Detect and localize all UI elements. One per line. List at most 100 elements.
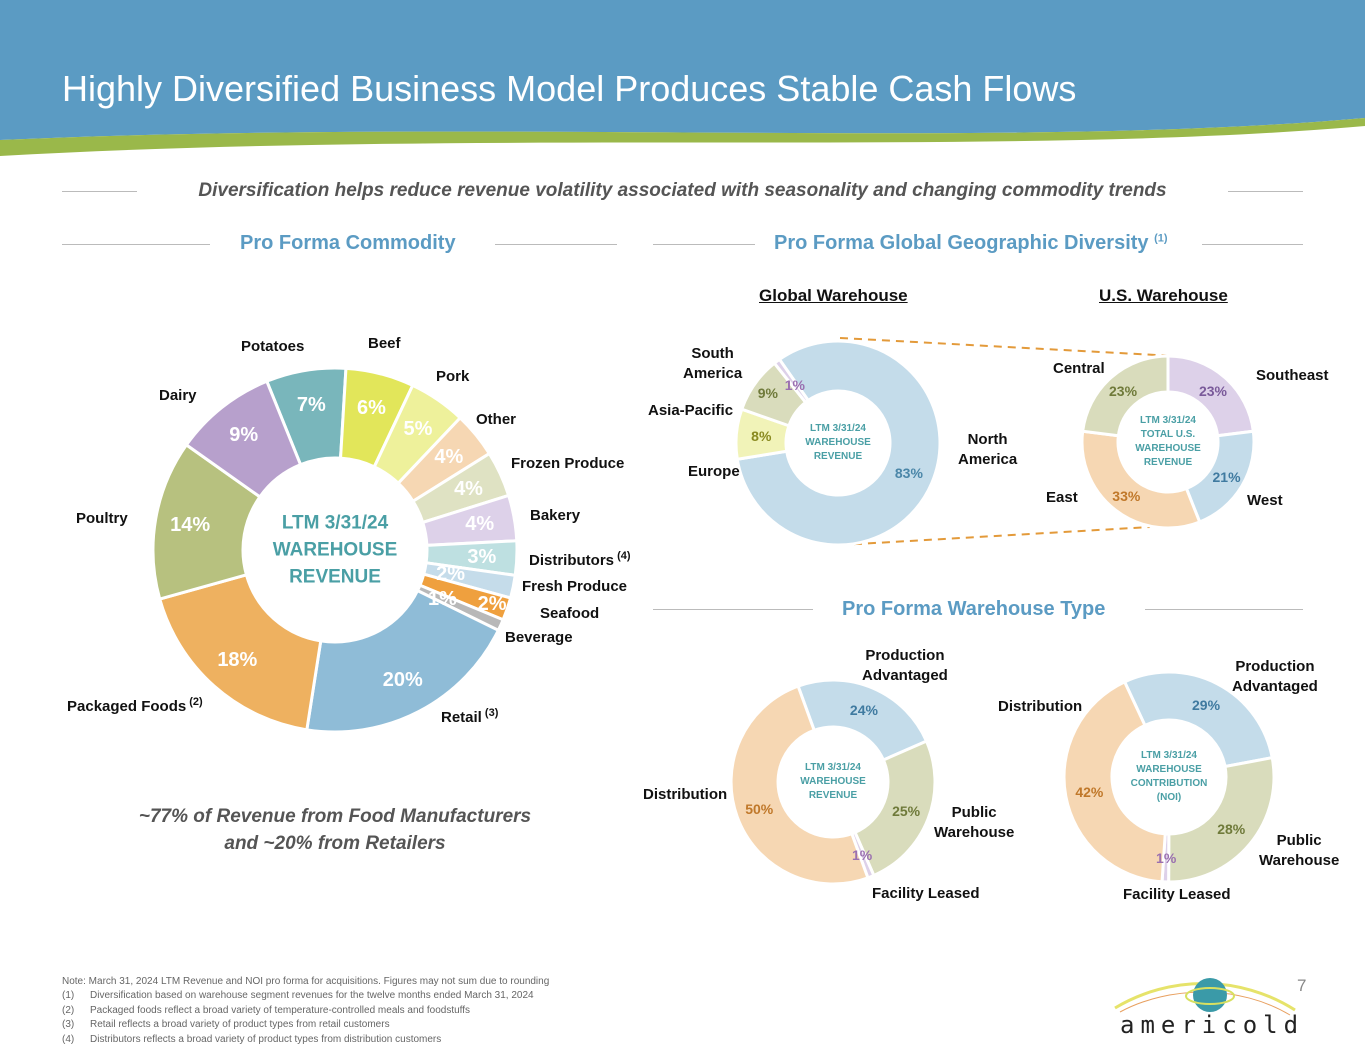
divider xyxy=(1228,191,1303,192)
slice-value-label: 1% xyxy=(1156,849,1177,866)
donut-center-label: LTM 3/31/24 WAREHOUSE REVENUE xyxy=(800,762,866,801)
slice-value-label: 23% xyxy=(1198,382,1227,399)
page-number: 7 xyxy=(1297,976,1307,995)
footnote-text: Retail reflects a broad variety of produ… xyxy=(90,1019,390,1031)
category-label: Public Warehouse xyxy=(934,804,1015,841)
slice-north-america xyxy=(735,339,942,547)
category-label: Bakery xyxy=(530,507,581,524)
category-label: Retail (3) xyxy=(441,707,499,726)
footnote: (1) Diversification based on warehouse se… xyxy=(62,989,549,1003)
category-label: Beverage xyxy=(505,629,573,646)
subtitle: Diversification helps reduce revenue vol… xyxy=(198,180,1167,201)
category-label: Poultry xyxy=(76,510,128,527)
footnote-number: (2) xyxy=(62,1004,75,1016)
footnote-marker: (1) xyxy=(1154,232,1168,245)
slice-value-label: 4% xyxy=(454,477,483,500)
category-label: Southeast xyxy=(1256,367,1329,384)
slice-value-label: 9% xyxy=(757,385,779,402)
category-label: Production Advantaged xyxy=(1232,658,1318,695)
footnote-text: Diversification based on warehouse segme… xyxy=(90,990,534,1002)
slice-value-label: 21% xyxy=(1212,468,1241,485)
section-title-geo-text: Pro Forma Global Geographic Diversity xyxy=(774,232,1149,254)
slice-value-label: 25% xyxy=(892,802,921,819)
donut-center-label: LTM 3/31/24 WAREHOUSE CONTRIBUTION (NOI) xyxy=(1130,750,1208,803)
slice-distribution xyxy=(1062,679,1167,884)
slice-value-label: 50% xyxy=(745,800,774,817)
footnote: (3) Retail reflects a broad variety of pr… xyxy=(62,1018,549,1032)
category-label: Central xyxy=(1053,360,1105,377)
footnote-number: (3) xyxy=(62,1019,75,1031)
donut-center-label: LTM 3/31/24 WAREHOUSE REVENUE xyxy=(272,512,398,588)
divider xyxy=(1145,609,1303,610)
divider xyxy=(653,609,813,610)
slice-production-advantaged xyxy=(1122,670,1274,769)
callout: ~77% of Revenue from Food Manufacturers a… xyxy=(100,803,570,857)
slice-value-label: 7% xyxy=(296,393,326,416)
donut-center-label: LTM 3/31/24 TOTAL U.S. WAREHOUSE REVENUE xyxy=(1135,415,1201,468)
slice-public-warehouse xyxy=(1167,755,1276,884)
americold-logo: americold xyxy=(1114,978,1304,1039)
category-label: Public Warehouse xyxy=(1259,832,1340,869)
category-label: Distribution xyxy=(643,786,728,803)
slice-value-label: 2% xyxy=(477,592,507,615)
footnote: (4) Distributors reflects a broad variety… xyxy=(62,1033,549,1047)
category-label: West xyxy=(1247,492,1283,509)
subhead-us: U.S. Warehouse xyxy=(1099,286,1228,305)
slice-production-advantaged xyxy=(796,678,929,762)
slice-south-america xyxy=(772,357,811,405)
divider xyxy=(62,191,137,192)
slice-east xyxy=(1080,429,1202,530)
footnote-text: Packaged foods reflect a broad variety o… xyxy=(90,1004,471,1016)
slice-value-label: 42% xyxy=(1075,783,1104,800)
slice-central xyxy=(1081,354,1170,438)
footnote: (2) Packaged foods reflect a broad variet… xyxy=(62,1004,549,1018)
footnote-text: Distributors reflects a broad variety of… xyxy=(90,1033,442,1045)
subhead-global: Global Warehouse xyxy=(759,286,908,305)
slice-value-label: 4% xyxy=(465,513,495,535)
slice-value-label: 5% xyxy=(403,417,433,440)
callout-line: and ~20% from Retailers xyxy=(224,833,446,854)
category-label: Seafood xyxy=(540,605,600,622)
category-label: Other xyxy=(476,411,517,428)
slice-public-warehouse xyxy=(853,739,937,878)
category-label: Fresh Produce xyxy=(522,578,628,595)
callout-line: ~77% of Revenue from Food Manufacturers xyxy=(138,806,532,827)
slice-value-label: 29% xyxy=(1192,696,1221,713)
slice-value-label: 20% xyxy=(382,669,423,692)
divider xyxy=(62,244,210,245)
slice-value-label: 3% xyxy=(467,545,497,568)
header-band xyxy=(0,0,1365,156)
category-label: Distributors (4) xyxy=(529,550,631,569)
slice-packaged-foods xyxy=(157,572,323,732)
slice-dairy xyxy=(184,379,303,499)
slice-distribution xyxy=(729,684,870,886)
category-label: Packaged Foods (2) xyxy=(67,696,203,715)
category-label: Potatoes xyxy=(241,338,305,355)
slice-value-label: 23% xyxy=(1109,382,1138,399)
category-label: Distribution xyxy=(998,698,1083,715)
category-label: Frozen Produce xyxy=(511,455,625,472)
category-label: South America xyxy=(683,345,743,382)
slice-value-label: 1% xyxy=(428,587,457,610)
footnote-number: (4) xyxy=(62,1033,75,1045)
slice-value-label: 28% xyxy=(1217,820,1246,837)
divider xyxy=(1202,244,1303,245)
footnotes: Note: March 31, 2024 LTM Revenue and NOI… xyxy=(62,975,549,1047)
category-label: Beef xyxy=(368,335,401,352)
zoom-connector xyxy=(839,337,1176,546)
slice-value-label: 18% xyxy=(217,648,258,671)
slice-value-label: 1% xyxy=(784,377,805,394)
divider xyxy=(495,244,617,245)
slice-value-label: 83% xyxy=(894,464,923,481)
svg-text:americold: americold xyxy=(1120,1011,1304,1039)
slice-value-label: 24% xyxy=(849,701,878,718)
slice-value-label: 1% xyxy=(852,846,873,863)
slice-retail xyxy=(305,588,501,734)
slice-value-label: 8% xyxy=(751,428,772,445)
category-label: North America xyxy=(958,431,1018,468)
category-label: Facility Leased xyxy=(1123,886,1231,903)
category-label: Production Advantaged xyxy=(862,647,948,684)
section-title-commodity: Pro Forma Commodity xyxy=(240,232,456,254)
category-label: East xyxy=(1046,489,1078,506)
